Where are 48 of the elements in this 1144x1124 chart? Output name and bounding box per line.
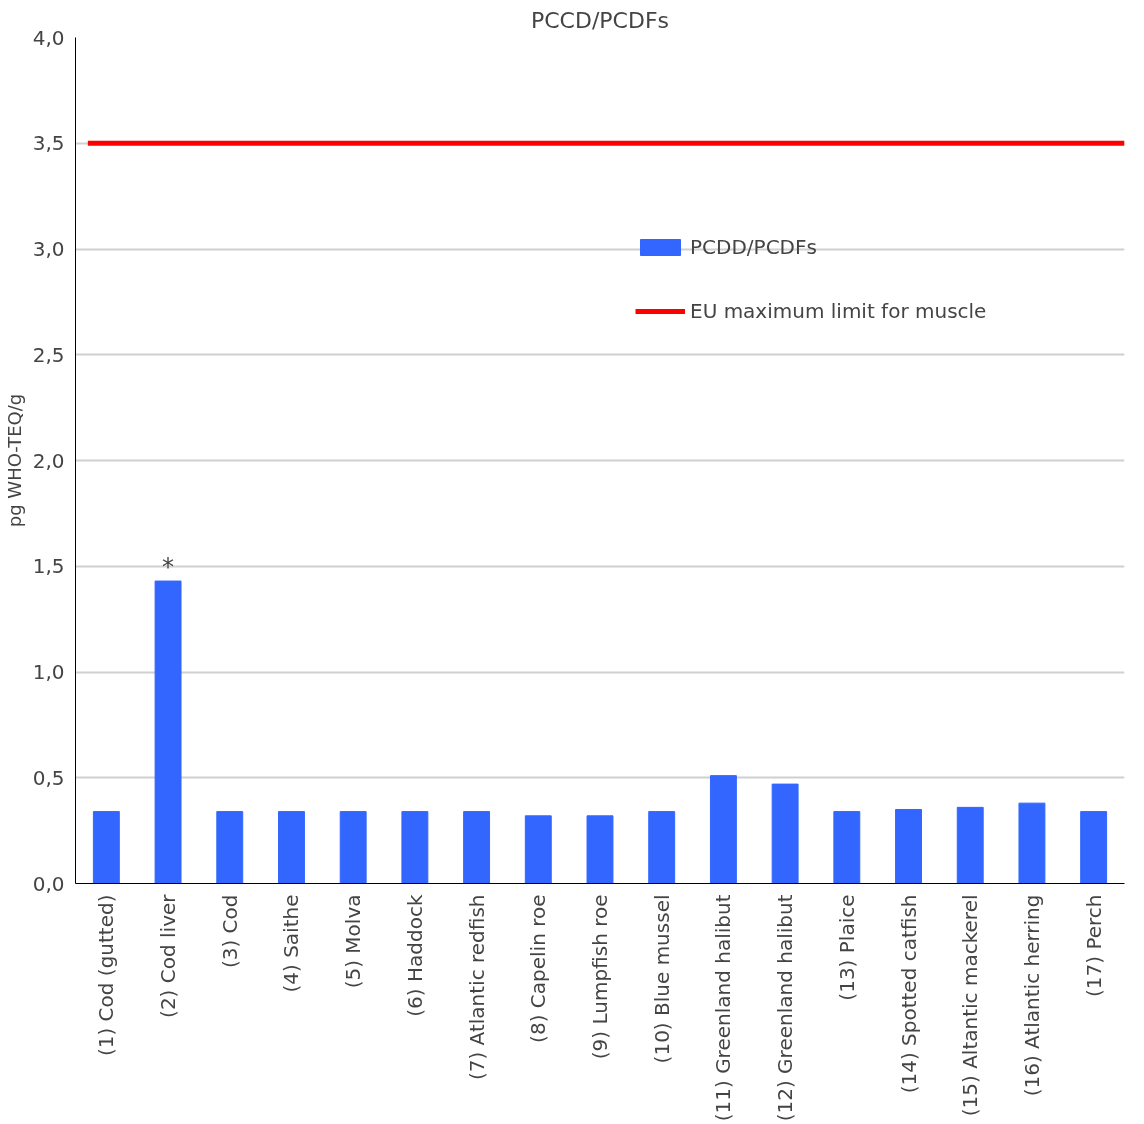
- y-tick-label: 2,5: [32, 342, 65, 367]
- x-tick-label: (11) Greenland halibut: [711, 894, 736, 1122]
- bar: [524, 815, 552, 884]
- x-tick-label: (4) Saithe: [279, 894, 304, 993]
- bar: [956, 806, 984, 884]
- y-axis-title: pg WHO-TEQ/g: [3, 393, 25, 528]
- bar: [1018, 802, 1046, 884]
- y-tick-label: 4,0: [32, 25, 65, 50]
- y-tick-label: 2,0: [32, 448, 65, 473]
- x-tick-label: (9) Lumpfish roe: [588, 894, 612, 1060]
- chart-title: PCCD/PCDFs: [530, 7, 670, 33]
- x-tick-label: (7) Atlantic redfish: [464, 894, 489, 1081]
- annotation: *: [162, 553, 175, 582]
- bar: [339, 811, 367, 884]
- y-tick-label: 3,0: [32, 237, 65, 261]
- y-tick-label: 0,5: [32, 765, 65, 790]
- x-tick-label: (6) Haddock: [402, 894, 427, 1017]
- bar: [833, 811, 861, 884]
- bar: [401, 811, 429, 884]
- bar: [771, 783, 799, 884]
- bar: [586, 815, 614, 884]
- y-tick-label: 1,0: [32, 660, 65, 684]
- bar: [463, 811, 491, 884]
- x-tick-label: (8) Capelin roe: [526, 894, 551, 1043]
- x-tick-label: (5) Molva: [341, 894, 366, 989]
- y-tick-label: 3,5: [32, 131, 65, 156]
- x-tick-label: (12) Greenland halibut: [773, 894, 798, 1122]
- bar: [1080, 811, 1108, 884]
- legend-label: EU maximum limit for muscle: [690, 299, 987, 323]
- bar: [92, 811, 120, 884]
- bar: [895, 808, 922, 884]
- x-tick-label: (15) Altantic mackerel: [958, 894, 983, 1117]
- x-tick-label: (17) Perch: [1081, 894, 1106, 998]
- bar: [154, 580, 182, 884]
- bar: [216, 811, 244, 884]
- bar: [709, 775, 737, 884]
- legend-label: PCDD/PCDFs: [690, 235, 817, 259]
- bar: [648, 811, 676, 884]
- y-tick-label: 1,5: [32, 554, 65, 579]
- x-tick-label: (14) Spotted catfish: [896, 894, 921, 1094]
- bar: [278, 811, 305, 884]
- x-tick-label: (1) Cod (gutted): [94, 894, 119, 1057]
- x-tick-label: (13) Plaice: [834, 894, 859, 1001]
- x-tick-label: (16) Atlantic herring: [1019, 894, 1044, 1097]
- x-tick-label: (3) Cod: [217, 894, 242, 969]
- x-tick-label: (10) Blue mussel: [649, 894, 674, 1064]
- x-tick-label: (2) Cod liver: [156, 893, 181, 1018]
- y-tick-label: 0,0: [32, 871, 65, 896]
